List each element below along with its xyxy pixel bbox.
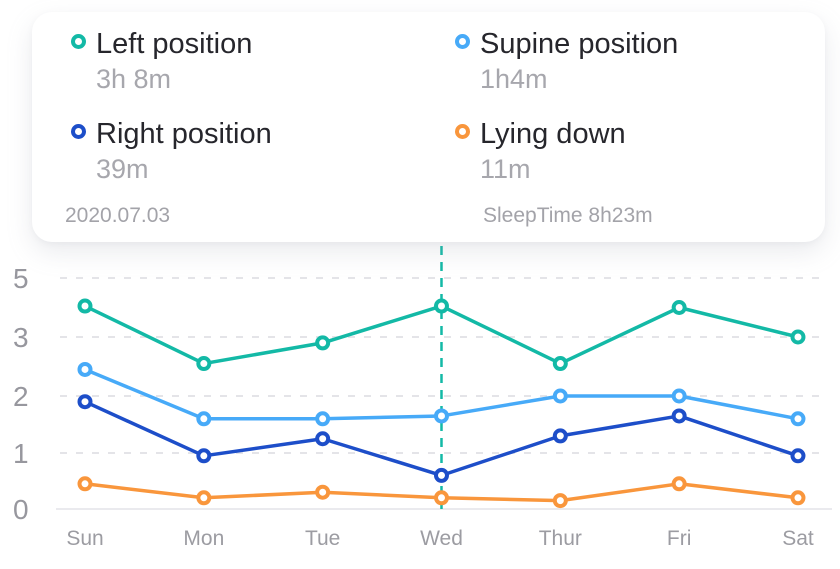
data-point[interactable] bbox=[552, 388, 568, 404]
data-point[interactable] bbox=[315, 484, 331, 500]
legend-value: 11m bbox=[480, 154, 531, 184]
x-tick-label[interactable]: Mon bbox=[183, 527, 224, 550]
data-point[interactable] bbox=[671, 300, 687, 315]
data-point[interactable] bbox=[315, 431, 331, 447]
y-tick-label: 1 bbox=[13, 438, 29, 469]
data-point[interactable] bbox=[196, 411, 212, 427]
data-point[interactable] bbox=[552, 428, 568, 444]
x-tick-label[interactable]: Thur bbox=[539, 527, 582, 550]
y-tick-label: 0 bbox=[13, 494, 29, 525]
legend-item-right-position: Right position 39m bbox=[71, 117, 272, 185]
left-position-ring-icon bbox=[71, 34, 86, 49]
legend-value: 3h 8m bbox=[96, 64, 172, 94]
y-tick-label: 3 bbox=[13, 322, 29, 353]
x-tick-label[interactable]: Sun bbox=[66, 527, 103, 550]
legend-label: Supine position bbox=[480, 28, 679, 60]
data-point[interactable] bbox=[315, 335, 331, 351]
data-point[interactable] bbox=[77, 361, 93, 377]
data-point[interactable] bbox=[790, 448, 806, 464]
right-position-ring-icon bbox=[71, 124, 86, 139]
data-point[interactable] bbox=[790, 411, 806, 427]
data-point[interactable] bbox=[552, 493, 568, 509]
legend-value: 1h4m bbox=[480, 64, 548, 94]
x-tick-label[interactable]: Tue bbox=[305, 527, 340, 550]
data-point[interactable] bbox=[77, 476, 93, 492]
legend-label: Right position bbox=[96, 118, 272, 150]
y-tick-label: 5 bbox=[13, 263, 29, 294]
legend-label: Left position bbox=[96, 28, 253, 60]
x-tick-label[interactable]: Sat bbox=[782, 527, 814, 550]
data-point[interactable] bbox=[671, 408, 687, 424]
data-point[interactable] bbox=[790, 329, 806, 345]
data-point[interactable] bbox=[196, 448, 212, 464]
legend-label: Lying down bbox=[480, 118, 626, 150]
legend-item-supine-position: Supine position 1h4m bbox=[455, 27, 678, 95]
data-point[interactable] bbox=[315, 411, 331, 427]
legend-item-left-position: Left position 3h 8m bbox=[71, 27, 252, 95]
sleep-time-label: SleepTime 8h23m bbox=[483, 204, 653, 227]
legend-value: 39m bbox=[96, 154, 149, 184]
data-point[interactable] bbox=[433, 408, 449, 424]
data-point[interactable] bbox=[77, 298, 93, 314]
supine-position-ring-icon bbox=[455, 34, 470, 49]
sleep-chart[interactable]: 5 3 2 1 0 Sun Mon Tue Wed Thur Fri Sat bbox=[0, 240, 840, 569]
x-tick-label[interactable]: Fri bbox=[667, 527, 692, 550]
data-point[interactable] bbox=[433, 490, 449, 506]
data-point[interactable] bbox=[196, 356, 212, 372]
chart-area[interactable]: 5 3 2 1 0 Sun Mon Tue Wed Thur Fri Sat bbox=[0, 240, 840, 569]
sleep-summary-card: Left position 3h 8m Supine position 1h4m… bbox=[32, 12, 825, 242]
data-point[interactable] bbox=[196, 490, 212, 506]
data-point[interactable] bbox=[790, 490, 806, 506]
data-point[interactable] bbox=[433, 298, 449, 314]
y-tick-label: 2 bbox=[13, 381, 29, 412]
lying-down-ring-icon bbox=[455, 124, 470, 139]
data-point[interactable] bbox=[671, 476, 687, 492]
data-point[interactable] bbox=[552, 356, 568, 372]
data-point[interactable] bbox=[77, 394, 93, 410]
legend-item-lying-down: Lying down 11m bbox=[455, 117, 626, 185]
date-label: 2020.07.03 bbox=[65, 204, 171, 227]
data-point[interactable] bbox=[671, 388, 687, 404]
data-point[interactable] bbox=[433, 467, 449, 483]
x-tick-label[interactable]: Wed bbox=[420, 527, 463, 550]
